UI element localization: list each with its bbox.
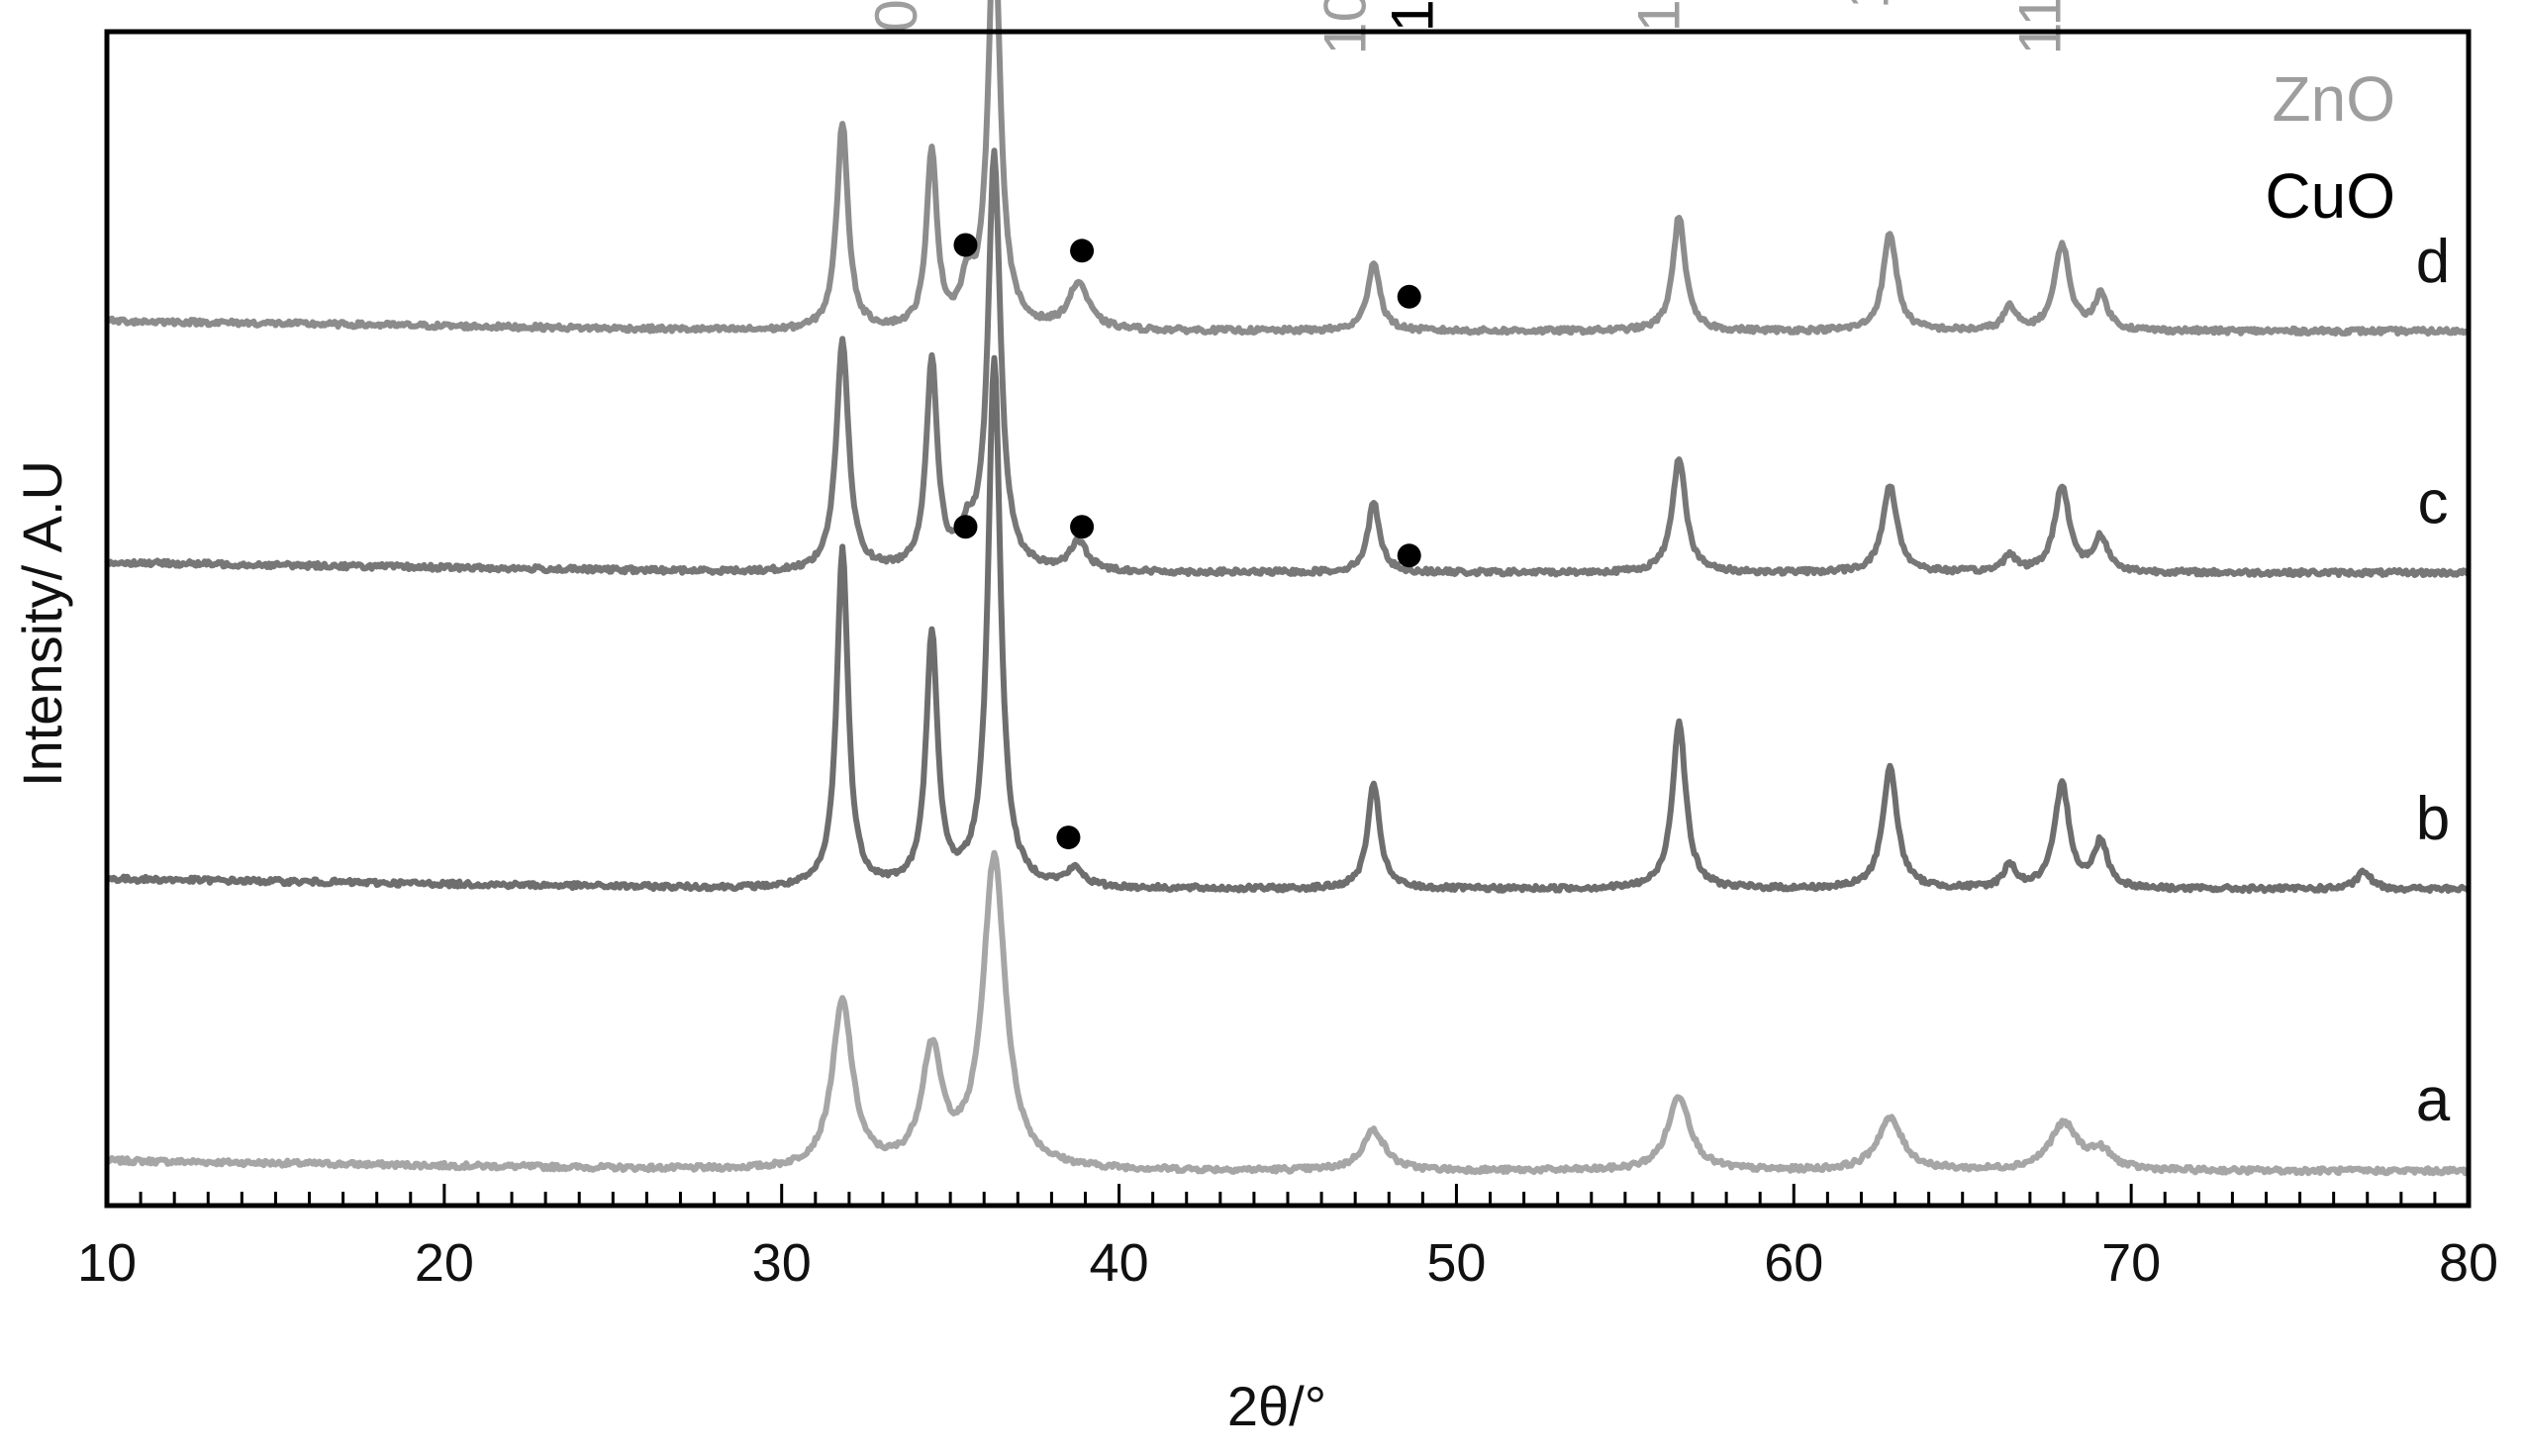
peak-label-zno: 110 [1625, 0, 1692, 33]
sample-label-d: d [2416, 228, 2450, 296]
sample-labels: a b c d [2416, 228, 2451, 1134]
peak-labels: 100002002101111102112110103112 [863, 0, 2074, 55]
cuo-marker [953, 233, 978, 257]
y-axis-title: Intensity/ A.U [11, 460, 73, 787]
cuo-marker [1070, 239, 1095, 263]
trace-b [105, 354, 2472, 895]
peak-label-zno: 002 [863, 0, 929, 33]
legend-cuo: CuO [2265, 160, 2395, 232]
sample-label-a: a [2416, 1066, 2451, 1134]
xrd-traces [104, 0, 2472, 1177]
cuo-marker [1070, 515, 1095, 539]
trace-c [104, 147, 2472, 579]
cuo-marker [953, 515, 978, 539]
peak-label-zno: 102 [1311, 0, 1378, 55]
x-tick-label: 70 [2101, 1233, 2161, 1293]
cuo-marker [1397, 284, 1421, 309]
x-tick-label: 60 [1764, 1233, 1823, 1293]
sample-label-c: c [2418, 468, 2449, 536]
peak-label-zno: 103 [1835, 0, 1901, 9]
peak-label-cuo: 112 [1380, 0, 1446, 33]
trace-a [104, 849, 2471, 1177]
cuo-markers [953, 233, 1421, 850]
cuo-marker [1056, 825, 1081, 850]
trace-d [104, 0, 2472, 338]
x-tick-label: 40 [1090, 1233, 1149, 1293]
plot-frame [104, 29, 2472, 1209]
legend: ZnO CuO [2265, 63, 2395, 232]
legend-zno: ZnO [2273, 63, 2395, 135]
x-axis-ticks: 10 20 30 40 50 60 70 80 [77, 1184, 2498, 1293]
sample-label-b: b [2416, 785, 2450, 853]
x-tick-label: 30 [752, 1233, 812, 1293]
x-tick-label: 50 [1426, 1233, 1486, 1293]
x-tick-label: 10 [77, 1233, 137, 1293]
plot-area-frame [104, 29, 2472, 1209]
x-tick-label: 80 [2439, 1233, 2498, 1293]
x-axis-title: 2θ/° [1227, 1375, 1326, 1437]
x-tick-label: 20 [415, 1233, 474, 1293]
peak-label-zno: 112 [2007, 0, 2074, 55]
cuo-marker [1397, 543, 1421, 568]
